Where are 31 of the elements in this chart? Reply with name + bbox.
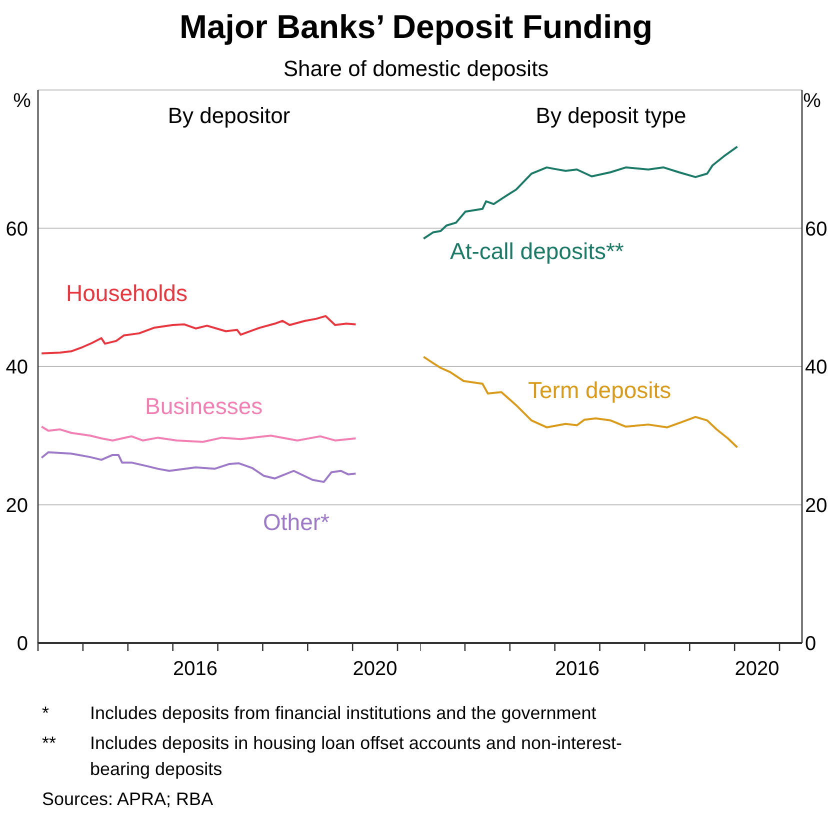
line-series <box>40 315 357 354</box>
y-tick-label: 0 <box>805 633 816 656</box>
x-tick-label: 2020 <box>352 658 398 680</box>
y-tick-label: 60 <box>6 218 28 240</box>
series-label: Other* <box>263 508 330 536</box>
y-tick-label: 40 <box>6 356 28 379</box>
y-tick-label: 0 <box>16 633 28 656</box>
text: By deposit type <box>534 103 688 129</box>
y-tick-label: 40 <box>805 356 828 379</box>
annotation: By depositor <box>166 103 292 129</box>
line-series <box>422 146 738 240</box>
x-tick-label: 2016 <box>555 658 600 680</box>
line-series <box>40 451 357 483</box>
chart-title: Major Banks’ Deposit Funding <box>178 8 654 46</box>
y-axis-title: % <box>12 90 32 113</box>
x-tick-label: 2016 <box>173 658 218 680</box>
x-tick-label: 2020 <box>734 658 780 680</box>
text: ** Includes deposits in housing loan offset accounts and non-interest-bearing deposits <box>42 733 622 779</box>
y-tick-label: 20 <box>805 494 828 517</box>
line-series <box>422 356 738 448</box>
line-series <box>40 426 357 443</box>
series-label: Businesses <box>145 392 263 420</box>
y-tick-label: 20 <box>6 494 28 517</box>
series-label: At-call deposits** <box>450 237 624 265</box>
text: * Includes deposits from financial institutions and the government <box>42 703 596 723</box>
y-tick-label: 60 <box>805 218 828 240</box>
source-note: Sources: APRA; RBA <box>42 788 214 811</box>
series-label: Households <box>66 279 188 307</box>
chart-subtitle: Share of domestic deposits <box>282 56 550 82</box>
y-axis-title: % <box>802 90 822 113</box>
series-label: Term deposits <box>528 376 672 404</box>
